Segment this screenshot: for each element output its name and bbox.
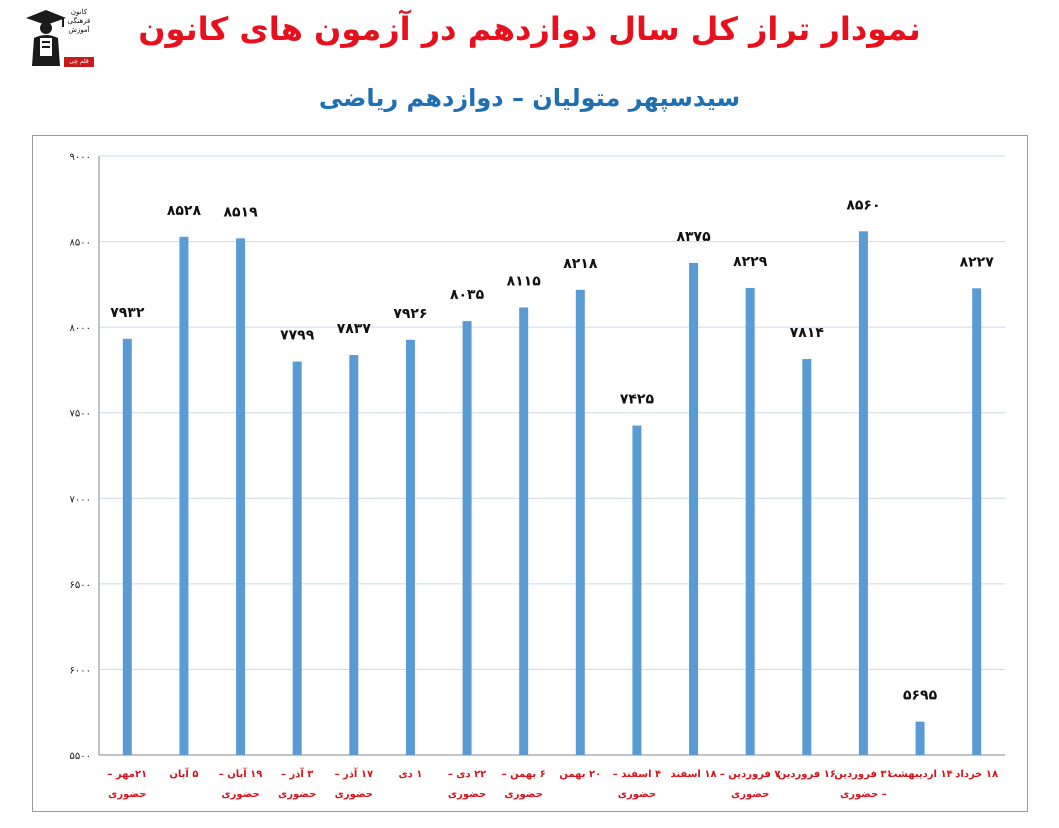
x-tick-label: حضوری [448,789,486,800]
bar-chart: ۵۵۰۰ ۶۰۰۰ ۶۵۰۰ ۷۰۰۰ ۷۵۰۰ ۸۰۰۰ ۸۵۰۰ ۹۰۰۰ ۷۹۳۲ ۲۱مه… [70,152,1005,800]
y-tick-label: ۸۰۰۰ [70,323,91,334]
x-tick-label: ۲۲ دی – [448,769,486,780]
y-tick-label: ۷۵۰۰ [70,409,91,420]
bar [349,355,359,755]
x-tick-label: حضوری [505,789,543,800]
x-tick-label: حضوری [618,789,656,800]
bar [236,238,246,756]
x-tick-label: حضوری [731,789,769,800]
y-tick-label: ۶۰۰۰ [70,665,91,676]
x-tick-label: ۳۱ فروردین [834,769,892,780]
data-label: ۸۵۲۸ [167,203,202,219]
x-tick-label: – حضوری [840,789,887,800]
y-tick-label: ۸۵۰۰ [70,238,91,249]
bar [802,358,812,755]
bar [179,236,189,755]
data-label: ۷۹۳۲ [110,305,145,321]
x-tick-label: ۱۹ آبان – [219,767,263,780]
x-tick-label: ۱۴ اردیبهشت [887,769,952,780]
x-tick-label: ۲۰ بهمن [559,769,601,780]
x-tick-label: ۱۸ اسفند [671,769,717,780]
bar [519,307,529,755]
data-label: ۸۱۱۵ [507,273,542,289]
x-tick-label: ۱ دی [398,769,422,780]
logo-graduate-icon [26,10,66,66]
x-tick-label: حضوری [335,789,373,800]
data-label: ۸۵۶۰ [846,197,880,213]
x-tick-label: حضوری [278,789,316,800]
x-tick-label: ۴ اسفند – [613,769,661,780]
data-label: ۷۷۹۹ [280,328,315,344]
x-tick-label: ۶ بهمن – [502,769,546,780]
data-label: ۸۲۲۹ [733,254,768,270]
x-tick-label: ۵ آبان [169,767,198,780]
chart-area: ۵۵۰۰ ۶۰۰۰ ۶۵۰۰ ۷۰۰۰ ۷۵۰۰ ۸۰۰۰ ۸۵۰۰ ۹۰۰۰ ۷۹۳۲ ۲۱مه… [32,135,1028,812]
y-tick-label: ۵۵۰۰ [70,751,91,762]
x-tick-label: ۳ آذر – [281,767,313,780]
data-label: ۸۲۱۸ [563,256,598,272]
bar [405,339,415,755]
bar [915,721,925,755]
x-tick-label: ۷ فروردین – [720,769,781,780]
data-label: ۸۲۲۷ [960,254,995,270]
x-tick-label: ۱۸ خرداد [955,769,998,780]
bar [745,287,755,755]
data-label: ۸۳۷۵ [676,229,711,245]
chart-subtitle: سیدسپهر متولیان – دوازدهم ریاضی [318,84,741,112]
data-label: ۷۴۲۵ [620,392,655,408]
data-label: ۸۰۳۵ [450,287,485,303]
x-tick-label: حضوری [108,789,146,800]
bar [858,231,868,755]
bar [122,338,132,755]
x-tick-label: ۱۶ فروردین [778,769,836,780]
bar [972,288,982,755]
bar [292,361,302,755]
chart-title: نمودار تراز کل سال دوازدهم در آزمون های … [138,10,921,48]
x-tick-label: ۲۱مهر – [107,769,147,780]
logo-tag: قلم چی [64,57,94,67]
bar [575,289,585,755]
y-tick-label: ۷۰۰۰ [70,494,91,505]
data-label: ۸۵۱۹ [223,204,258,220]
y-tick-label: ۹۰۰۰ [70,152,91,163]
bar [689,262,699,755]
y-tick-label: ۶۵۰۰ [70,580,91,591]
bar [462,321,472,755]
x-tick-label: حضوری [221,789,259,800]
data-label: ۷۹۲۶ [393,306,427,322]
data-label: ۵۶۹۵ [903,688,938,704]
x-tick-label: ۱۷ آذر – [335,767,374,780]
bar [632,425,642,755]
logo-text: کانون فرهنگی آموزش [67,8,91,34]
data-label: ۷۸۳۷ [337,321,372,337]
data-label: ۷۸۱۴ [790,325,825,341]
